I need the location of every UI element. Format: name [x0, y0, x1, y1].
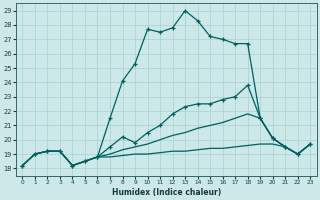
X-axis label: Humidex (Indice chaleur): Humidex (Indice chaleur) [112, 188, 221, 197]
